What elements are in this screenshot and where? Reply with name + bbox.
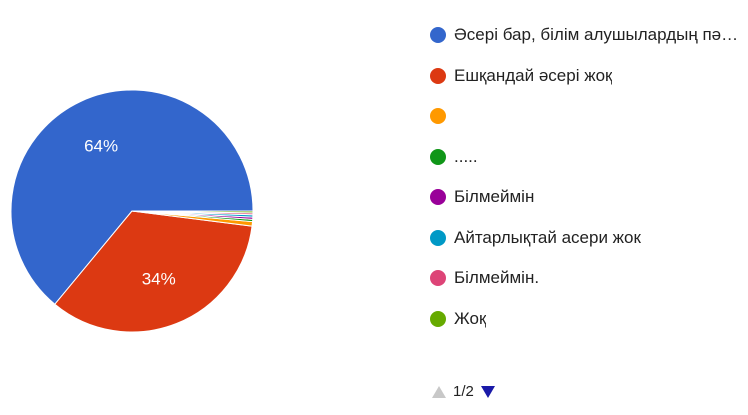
pie-slice-7[interactable] <box>131 210 254 214</box>
legend-label: Ешқандай әсері жоқ <box>454 65 613 85</box>
legend-label: Айтарлықтай асери жок <box>454 227 641 247</box>
pie-slice-0[interactable] <box>10 89 254 305</box>
legend-item[interactable]: Ешқандай әсері жоқ <box>430 59 742 93</box>
legend-swatch-icon <box>430 189 446 205</box>
pie-chart: 64% 34% <box>10 89 254 333</box>
legend-label: Әсері бар, білім алушылардың пәнд… <box>454 25 742 44</box>
legend-swatch-icon <box>430 229 446 246</box>
arrow-down-icon[interactable] <box>480 385 495 398</box>
legend-item[interactable]: Айтарлықтай асери жок <box>430 221 742 255</box>
arrow-up-icon[interactable] <box>432 385 446 398</box>
pie-data-label-1: 34% <box>142 270 176 289</box>
pie-chart-svg: 64% 34% <box>10 89 254 333</box>
legend-item[interactable]: Жоқ <box>430 302 742 336</box>
legend-item[interactable]: Әсері бар, білім алушылардың пәнд… <box>430 18 742 52</box>
legend-item[interactable]: Білмеймін <box>430 180 742 214</box>
legend-swatch-icon <box>430 148 446 165</box>
legend: Әсері бар, білім алушылардың пәнд… Ешқанд… <box>430 18 742 342</box>
legend-swatch-icon <box>430 270 446 286</box>
legend-label: Білмеймін <box>454 187 535 206</box>
legend-label: Жоқ <box>454 308 487 328</box>
pie-data-label-0: 64% <box>84 136 118 155</box>
legend-swatch-icon <box>430 310 446 327</box>
legend-swatch-icon <box>430 27 446 43</box>
pager-text: 1/2 <box>453 383 474 400</box>
legend-item[interactable]: ..... <box>430 140 742 174</box>
legend-pager: 1/2 <box>432 383 495 400</box>
legend-swatch-icon <box>430 67 446 84</box>
legend-swatch-icon <box>430 108 446 124</box>
legend-label: ..... <box>454 146 478 166</box>
legend-item[interactable] <box>430 99 742 133</box>
pie-slice-1[interactable] <box>54 210 253 333</box>
legend-item[interactable]: Білмеймін. <box>430 261 742 295</box>
legend-label: Білмеймін. <box>454 268 540 287</box>
